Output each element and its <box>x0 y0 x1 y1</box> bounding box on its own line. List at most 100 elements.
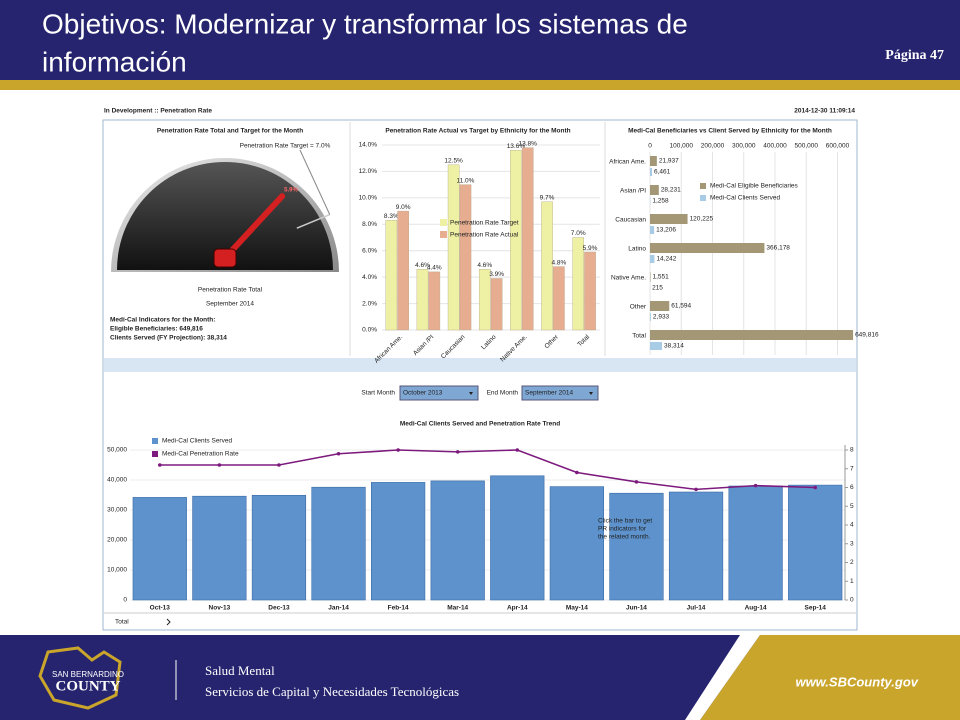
total-label[interactable]: Total <box>115 619 129 626</box>
header-band <box>0 0 960 80</box>
chart-title: Medi-Cal Clients Served and Penetration … <box>400 421 560 428</box>
gauge-subtitle: September 2014 <box>206 301 254 308</box>
bar <box>650 255 655 263</box>
header-stripe <box>0 80 960 90</box>
value-label: 38,314 <box>664 343 684 350</box>
logo-text: SAN BERNARDINO <box>52 670 124 679</box>
y-tick-label: Caucasian <box>615 217 646 224</box>
value-label: 6,461 <box>654 169 671 176</box>
x-tick-label: Jun-14 <box>626 605 647 612</box>
bar[interactable] <box>311 486 366 601</box>
x-tick-label: Apr-14 <box>507 605 528 612</box>
x-tick-label: 200,000 <box>701 143 725 150</box>
y-tick-label: 50,000 <box>107 447 127 454</box>
end-dropdown[interactable] <box>521 385 599 401</box>
bar[interactable] <box>788 484 843 601</box>
bar[interactable] <box>251 494 307 601</box>
trend-point <box>277 463 281 467</box>
legend-swatch <box>440 219 447 226</box>
bar[interactable] <box>549 486 604 601</box>
bar <box>490 278 503 331</box>
panel-divider <box>104 358 856 372</box>
bar <box>553 266 565 331</box>
chart-title: Penetration Rate Total and Target for th… <box>157 128 303 135</box>
chart-title: Penetration Rate Actual vs Target by Eth… <box>385 128 570 135</box>
bar <box>650 226 655 234</box>
bar[interactable] <box>371 482 426 601</box>
bar <box>650 313 651 321</box>
start-value[interactable]: October 2013 <box>403 390 443 397</box>
legend-swatch <box>152 438 158 444</box>
bar <box>650 168 653 176</box>
start-dropdown[interactable] <box>399 385 479 401</box>
legend-swatch <box>700 195 706 201</box>
value-label: 5.9% <box>583 245 598 252</box>
value-label: 2,933 <box>653 314 670 321</box>
gauge-label: Penetration Rate Total <box>198 287 263 294</box>
bar <box>584 251 596 331</box>
indicator-heading: Medi-Cal Indicators for the Month: <box>110 317 215 324</box>
bar[interactable] <box>728 485 783 601</box>
y-tick-label: Other <box>630 304 647 311</box>
value-label: 28,231 <box>661 187 681 194</box>
bar <box>459 184 472 331</box>
bar[interactable] <box>609 492 664 601</box>
y2-tick-label: 3 <box>850 540 854 547</box>
value-label: 1,258 <box>652 198 669 205</box>
x-tick-label: 0 <box>648 143 652 150</box>
footer-accent <box>700 635 960 720</box>
bar[interactable] <box>132 497 187 601</box>
bar <box>650 243 765 253</box>
y2-tick-label: 5 <box>850 503 854 510</box>
y-tick-label: 8.0% <box>362 221 377 228</box>
trend-point <box>217 463 222 467</box>
footer-url[interactable]: www.SBCounty.gov <box>795 674 918 689</box>
target-label: Penetration Rate Target = 7.0% <box>240 143 331 150</box>
value-label: 9.7% <box>540 195 555 202</box>
y-tick-label: 10,000 <box>107 567 127 574</box>
value-label: 11.0% <box>456 177 474 184</box>
slide-title: información <box>42 46 187 77</box>
y-tick-label: African Ame. <box>609 159 646 166</box>
trend-line <box>159 449 816 491</box>
footer-line: Salud Mental <box>205 663 275 678</box>
y-tick-label: 30,000 <box>107 507 127 514</box>
x-tick-label: 400,000 <box>763 143 787 150</box>
bar <box>650 185 659 195</box>
trend-point <box>753 483 758 488</box>
legend-label: Medi-Cal Eligible Beneficiaries <box>710 183 799 190</box>
y-tick-label: 6.0% <box>362 247 377 254</box>
trend-point <box>813 485 818 490</box>
value-label: 4.8% <box>551 259 566 266</box>
bar <box>650 342 662 350</box>
y-tick-label: Asian /PI <box>620 188 646 195</box>
trend-point <box>694 487 698 492</box>
target-leader <box>299 149 331 215</box>
end-value[interactable]: September 2014 <box>525 390 573 397</box>
x-tick-label: Oct-13 <box>150 605 171 612</box>
y-tick-label: 0.0% <box>362 327 377 334</box>
value-label: 14,242 <box>656 256 676 263</box>
value-label: 13,206 <box>656 227 676 234</box>
bar[interactable] <box>430 480 485 601</box>
x-tick-label: Nov-13 <box>209 605 231 612</box>
y-tick-label: Total <box>632 333 646 340</box>
bar[interactable] <box>192 495 247 601</box>
value-label: 13.6% <box>507 143 526 150</box>
trend-point <box>336 451 341 456</box>
footer-line: Servicios de Capital y Necesidades Tecno… <box>205 684 459 699</box>
x-tick-label: Mar-14 <box>447 605 468 612</box>
bar <box>572 237 585 331</box>
trend-point <box>515 448 520 452</box>
x-tick-label: 300,000 <box>732 143 756 150</box>
y-tick-label: 10.0% <box>359 195 378 202</box>
value-label: 4.6% <box>415 262 430 269</box>
x-tick-label: Aug-14 <box>745 605 767 612</box>
expand-arrow[interactable] <box>166 618 171 626</box>
bar[interactable] <box>668 491 724 601</box>
bar <box>478 269 491 331</box>
value-label: 4.4% <box>427 265 442 272</box>
value-label: 120,225 <box>690 216 714 223</box>
bar[interactable] <box>490 475 545 601</box>
